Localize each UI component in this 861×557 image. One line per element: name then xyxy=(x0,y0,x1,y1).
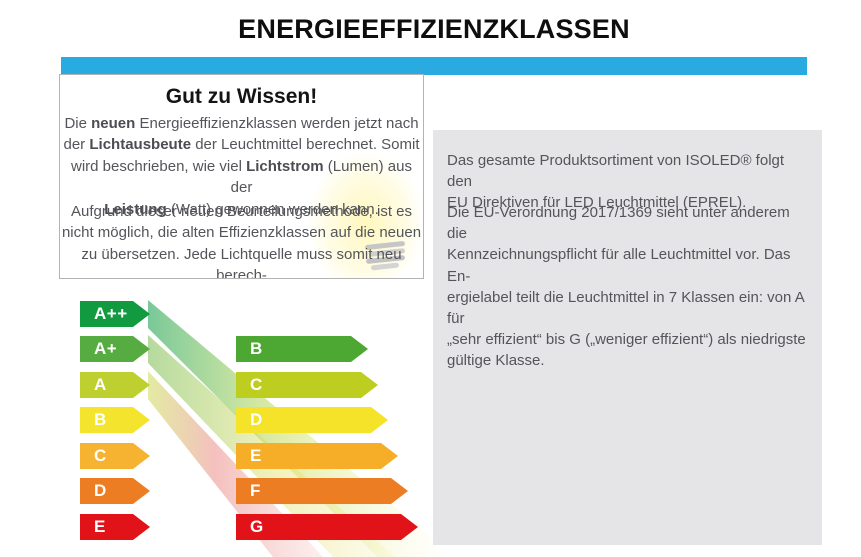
side-panel: Das gesamte Produktsortiment von ISOLED®… xyxy=(433,130,822,545)
text-line: „sehr effizient“ bis G („weniger effizie… xyxy=(447,331,806,349)
text-line: Die neuen Energieeffizienzklassen werden… xyxy=(64,115,419,132)
side-panel-paragraph-2: Die EU-Verordnung 2017/1369 sieht unter … xyxy=(447,202,809,372)
energy-class-arrow-old-a-plus: A+ xyxy=(80,336,150,362)
text-line: Aufgrund dieser neuen Beurteilungsmethod… xyxy=(70,203,413,220)
info-box-paragraph-2: Aufgrund dieser neuen Beurteilungsmethod… xyxy=(60,201,423,279)
energy-class-label: D xyxy=(250,410,263,429)
energy-class-arrow-old-e: E xyxy=(80,514,150,540)
energy-class-arrow-new-c: C xyxy=(236,372,378,398)
text-line: nicht möglich, die alten Effizienzklasse… xyxy=(61,224,422,242)
energy-class-arrow-old-d: D xyxy=(80,478,150,504)
text-line: ergielabel teilt die Leuchtmittel in 7 K… xyxy=(447,288,804,328)
energy-class-arrow-old-c: C xyxy=(80,443,150,469)
text-line: Das gesamte Produktsortiment von ISOLED®… xyxy=(447,152,785,191)
energy-class-arrow-new-b: B xyxy=(236,336,368,362)
text-line: gültige Klasse. xyxy=(447,352,545,370)
energy-class-label: B xyxy=(250,339,263,358)
energy-class-arrow-old-a-plus-plus: A++ xyxy=(80,301,150,327)
energy-class-label: E xyxy=(94,517,106,536)
energy-class-label: C xyxy=(250,375,263,394)
text-line: Leistung (Watt) gewonnen werden kann. xyxy=(104,200,379,218)
energy-class-label: A++ xyxy=(94,304,128,323)
energy-class-arrow-new-g: G xyxy=(236,514,418,540)
accent-bar xyxy=(61,57,807,75)
energy-class-label: G xyxy=(250,517,264,536)
energy-class-label: E xyxy=(250,446,262,465)
text-line: Die EU-Verordnung 2017/1369 sieht unter … xyxy=(447,204,790,243)
energy-class-arrow-new-e: E xyxy=(236,443,398,469)
energy-class-label: D xyxy=(94,481,107,500)
text-line: zu übersetzen. Jede Lichtquelle muss som… xyxy=(81,245,402,279)
side-panel-paragraph-1: Das gesamte Produktsortiment von ISOLED®… xyxy=(447,150,809,214)
energy-class-arrow-old-a: A xyxy=(80,372,150,398)
energy-class-arrow-old-b: B xyxy=(80,407,150,433)
energy-class-label: B xyxy=(94,410,107,429)
energy-class-label: F xyxy=(250,481,261,500)
info-box-paragraph-1: Die neuen Energieeffizienzklassen werden… xyxy=(60,113,423,220)
text-line: Kennzeichnungspflicht für alle Leuchtmit… xyxy=(447,246,791,285)
text-line: wird beschrieben, wie viel Lichtstrom (L… xyxy=(71,157,412,197)
ribbon-from-a xyxy=(148,371,324,557)
text-line: EU Direktiven für LED Leuchtmittel (EPRE… xyxy=(447,194,747,212)
energy-class-label: C xyxy=(94,446,107,465)
info-box: Gut zu Wissen! Die neuen Energieeffizien… xyxy=(59,74,424,279)
energy-class-arrow-new-d: D xyxy=(236,407,388,433)
text-line: der Lichtausbeute der Leuchtmittel berec… xyxy=(63,136,420,154)
energy-class-label: A xyxy=(94,375,107,394)
info-box-heading: Gut zu Wissen! xyxy=(165,85,318,108)
page-title: ENERGIEEFFIZIENZKLASSEN xyxy=(238,14,630,44)
energy-class-label: A+ xyxy=(94,339,118,358)
energy-class-arrow-new-f: F xyxy=(236,478,408,504)
